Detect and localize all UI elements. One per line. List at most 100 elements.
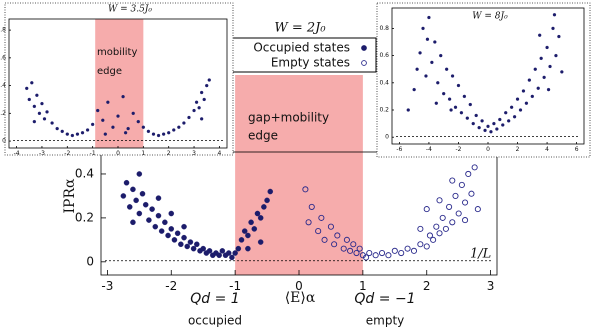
data-point <box>521 89 526 93</box>
x-tick-label: -6 <box>396 146 402 153</box>
data-point <box>495 127 499 131</box>
band-label: edge <box>97 66 122 77</box>
data-point <box>133 197 139 204</box>
data-point <box>156 133 161 138</box>
data-point <box>552 13 557 17</box>
data-point <box>257 215 264 221</box>
data-point <box>101 118 105 122</box>
data-point <box>471 164 478 171</box>
data-point <box>174 230 181 237</box>
data-point <box>149 206 155 212</box>
data-point <box>318 214 325 221</box>
data-point <box>418 51 422 55</box>
x-tick-label: 4 <box>217 150 221 157</box>
data-point <box>42 117 47 121</box>
data-point <box>449 177 456 184</box>
data-point <box>536 86 540 90</box>
data-point <box>146 217 152 223</box>
x-tick-label: 2 <box>167 150 171 157</box>
data-point <box>468 190 475 197</box>
data-point <box>177 125 181 129</box>
data-point <box>116 114 120 118</box>
data-point <box>489 130 493 134</box>
data-point <box>474 206 481 213</box>
data-point <box>530 94 534 99</box>
data-point <box>181 234 187 241</box>
data-point <box>480 119 484 123</box>
data-point <box>442 225 449 232</box>
data-point <box>446 203 453 210</box>
annotation: occupied <box>188 314 242 328</box>
x-tick-label: 6 <box>575 146 579 153</box>
data-point <box>123 131 128 135</box>
data-point <box>450 74 455 78</box>
data-point <box>197 106 201 110</box>
data-point <box>347 247 354 254</box>
band-label: edge <box>248 129 278 143</box>
data-point <box>267 188 274 195</box>
x-tick-label: 0 <box>116 150 120 157</box>
x-tick-label: 4 <box>545 146 549 153</box>
data-point <box>302 186 309 193</box>
data-point <box>378 249 386 257</box>
x-tick-label: -4 <box>426 146 432 153</box>
x-tick-label: -1 <box>90 150 96 157</box>
data-point <box>515 97 520 101</box>
data-point <box>560 70 564 74</box>
data-point <box>60 129 64 134</box>
x-tick-label: 1 <box>359 279 367 293</box>
data-point <box>327 223 334 230</box>
data-point <box>498 117 502 122</box>
x-tick-label: -3 <box>101 279 113 293</box>
x-tick-label: -2 <box>64 150 70 157</box>
data-point <box>238 237 245 243</box>
data-point <box>165 232 171 239</box>
data-point <box>207 78 211 82</box>
data-point <box>254 210 261 217</box>
data-point <box>120 193 127 199</box>
data-point <box>444 67 449 71</box>
data-point <box>436 197 443 204</box>
x-tick-label: 0 <box>486 146 490 153</box>
x-tick-label: 2 <box>423 279 431 293</box>
data-point <box>459 111 464 115</box>
data-point <box>171 237 178 243</box>
data-point <box>477 126 481 130</box>
data-point <box>483 128 487 133</box>
data-point <box>126 126 130 131</box>
data-point <box>315 228 322 235</box>
data-point <box>162 219 168 226</box>
x-tick-label: 3 <box>192 150 196 157</box>
data-point <box>194 100 199 104</box>
x-tick-label: -1 <box>229 279 241 293</box>
data-point <box>194 241 200 247</box>
data-point <box>146 129 151 134</box>
data-point <box>415 67 419 71</box>
legend-marker <box>361 60 367 66</box>
y-tick-label: 0.8 <box>0 27 6 34</box>
data-point <box>442 92 446 96</box>
data-point <box>155 195 162 201</box>
data-point <box>202 97 206 102</box>
data-point <box>468 102 472 107</box>
chart-title: W = 3.5J₀ <box>108 5 152 15</box>
data-point <box>548 64 552 69</box>
band-label: gap+mobility <box>248 111 329 125</box>
data-point <box>141 125 145 129</box>
data-point <box>172 128 176 132</box>
data-point <box>453 105 458 109</box>
data-point <box>557 34 561 39</box>
y-tick-label: 0.4 <box>0 82 6 89</box>
data-point <box>123 179 130 186</box>
data-point <box>65 132 69 136</box>
data-point <box>103 132 107 136</box>
data-point <box>80 131 85 135</box>
data-point <box>261 204 267 210</box>
data-point <box>187 239 194 245</box>
data-point <box>251 226 258 232</box>
data-point <box>492 121 496 126</box>
x-tick-label: 1 <box>141 150 145 157</box>
data-point <box>155 212 162 219</box>
